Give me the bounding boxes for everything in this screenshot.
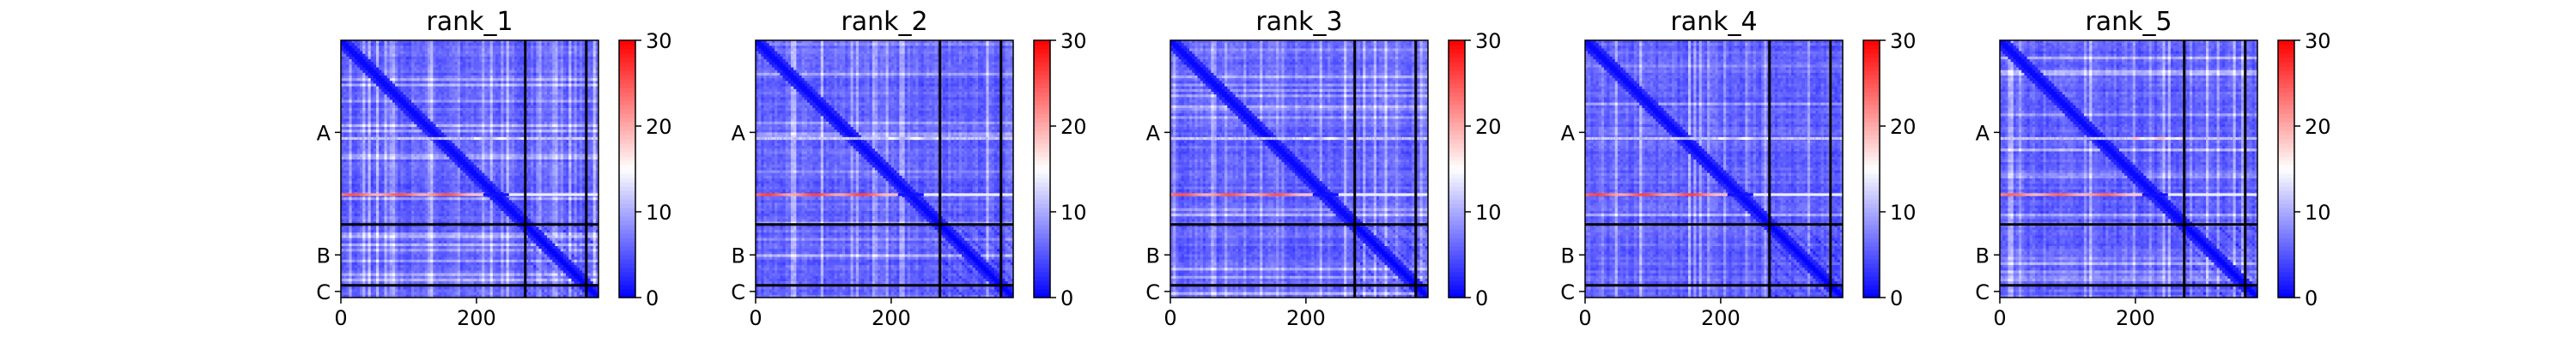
colorbar: 0 10 20 30 bbox=[1033, 29, 1087, 310]
y-tick-label: C bbox=[1560, 280, 1575, 304]
colorbar-tick-label: 30 bbox=[646, 29, 672, 53]
colorbar-tick-label: 10 bbox=[1060, 201, 1087, 225]
chart-title: rank_2 bbox=[841, 7, 927, 37]
y-tick-label: B bbox=[1976, 244, 1990, 268]
y-tick-label: B bbox=[732, 244, 745, 268]
y-tick-label: C bbox=[1145, 280, 1160, 304]
heatmap-image bbox=[1585, 40, 1843, 298]
colorbar-tick-label: 0 bbox=[646, 286, 659, 310]
y-tick-label: A bbox=[1976, 121, 1990, 145]
chart-title: rank_4 bbox=[1670, 7, 1757, 37]
x-tick-label: 0 bbox=[334, 306, 347, 330]
heatmap-image bbox=[756, 40, 1013, 298]
colorbar-tick-label: 20 bbox=[1060, 115, 1087, 139]
y-tick-label: B bbox=[1146, 244, 1160, 268]
chart-title: rank_5 bbox=[2085, 7, 2172, 37]
colorbar-tick-label: 10 bbox=[1890, 201, 1917, 225]
axes-frame bbox=[340, 39, 599, 298]
colorbar-tick-label: 10 bbox=[2305, 201, 2331, 225]
axes-frame bbox=[1170, 39, 1429, 298]
x-tick-label: 0 bbox=[1578, 306, 1591, 330]
x-tick-label: 200 bbox=[1701, 306, 1741, 330]
x-tick-label: 200 bbox=[457, 306, 496, 330]
y-tick-label: C bbox=[316, 280, 331, 304]
x-tick-label: 0 bbox=[1163, 306, 1176, 330]
colorbar-tick-label: 20 bbox=[1475, 115, 1502, 139]
x-tick-label: 200 bbox=[2116, 306, 2155, 330]
y-tick-label: A bbox=[1146, 121, 1161, 145]
colorbar: 0 10 20 30 bbox=[618, 29, 672, 310]
x-tick-label: 0 bbox=[1993, 306, 2006, 330]
colorbar-tick-label: 30 bbox=[1060, 29, 1087, 53]
colorbar-tick-label: 30 bbox=[2305, 29, 2331, 53]
colorbar: 0 10 20 30 bbox=[1862, 29, 1917, 310]
colorbar-tick-label: 20 bbox=[2305, 115, 2331, 139]
colorbar: 0 10 20 30 bbox=[2277, 29, 2331, 310]
y-tick-label: B bbox=[1561, 244, 1575, 268]
y-tick-label: A bbox=[732, 121, 746, 145]
x-tick-label: 200 bbox=[872, 306, 911, 330]
colorbar-tick-label: 30 bbox=[1890, 29, 1917, 53]
colorbar-tick-label: 30 bbox=[1475, 29, 1502, 53]
x-tick-label: 0 bbox=[749, 306, 762, 330]
chart-title: rank_1 bbox=[426, 7, 513, 37]
axes-frame bbox=[1584, 39, 1844, 298]
colorbar-tick-label: 0 bbox=[1475, 286, 1488, 310]
y-tick-label: C bbox=[1975, 280, 1990, 304]
y-tick-label: B bbox=[317, 244, 331, 268]
colorbar-tick-label: 0 bbox=[2305, 286, 2318, 310]
heatmap-image bbox=[2000, 40, 2257, 298]
y-tick-label: C bbox=[731, 280, 745, 304]
axes-frame bbox=[755, 39, 1014, 298]
colorbar-tick-label: 10 bbox=[646, 201, 672, 225]
x-tick-label: 200 bbox=[1286, 306, 1326, 330]
chart-title: rank_3 bbox=[1255, 7, 1342, 37]
colorbar-tick-label: 0 bbox=[1890, 286, 1903, 310]
y-tick-label: A bbox=[1561, 121, 1576, 145]
heatmap-image bbox=[1170, 40, 1428, 298]
colorbar-tick-label: 10 bbox=[1475, 201, 1502, 225]
colorbar-tick-label: 20 bbox=[646, 115, 672, 139]
colorbar-tick-label: 0 bbox=[1060, 286, 1073, 310]
axes-frame bbox=[1999, 39, 2258, 298]
colorbar: 0 10 20 30 bbox=[1448, 29, 1502, 310]
y-tick-label: A bbox=[317, 121, 331, 145]
heatmap-image bbox=[341, 40, 598, 298]
colorbar-tick-label: 20 bbox=[1890, 115, 1917, 139]
